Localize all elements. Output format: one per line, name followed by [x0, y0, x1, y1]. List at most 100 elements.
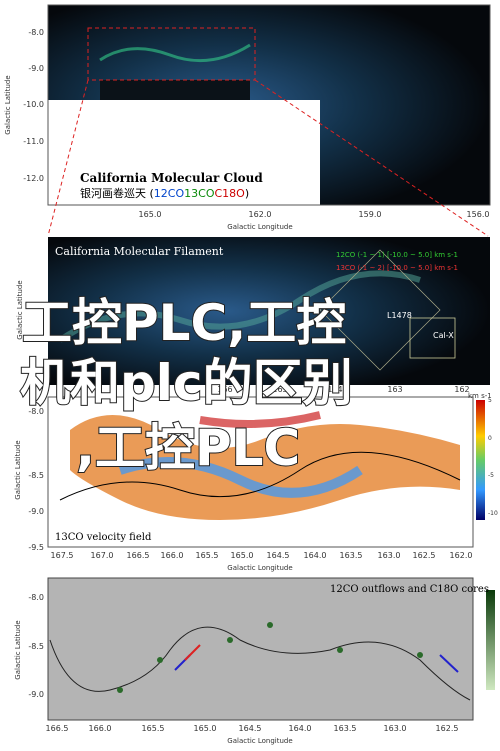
legend: 13CO (-1 ~ 2) [-10.0 ~ 5.0] km s-1: [336, 264, 458, 272]
y-axis-label: Galactic Latitude: [4, 75, 12, 134]
x-tick-label: 163.0: [378, 551, 401, 560]
y-tick-label: -12.0: [23, 174, 44, 183]
x-tick-label: 164.0: [304, 551, 327, 560]
legend: 12CO (-1 ~ 1) [-10.0 ~ 5.0] km s-1: [336, 251, 458, 259]
velocity-map: [199, 411, 321, 428]
frame: [47, 4, 491, 206]
y-axis-label: Galactic Latitude: [14, 620, 22, 679]
subtitle-part: 12CO: [154, 187, 185, 200]
overlay: 工控PLC,工控 机和plc的区别 ,工控PLC: [19, 293, 354, 478]
x-tick-label: 167.0: [91, 551, 114, 560]
panel-2: California Molecular Filament 12CO (-1 ~…: [48, 237, 490, 385]
contour: [59, 451, 461, 501]
image: [100, 80, 250, 100]
zoom-line: [47, 79, 89, 237]
filament: [58, 270, 421, 343]
x-tick-label: 165.0: [194, 724, 217, 733]
zoom-line: [254, 79, 489, 237]
panel-1: California Molecular Cloud 银河画卷巡天 (12CO1…: [47, 4, 491, 237]
x-axis-label: Galactic Longitude: [227, 737, 292, 745]
x-tick-label: 162.5: [436, 724, 459, 733]
x-tick-label: 164.0: [289, 724, 312, 733]
x-axis-label: Galactic Longitude: [227, 223, 292, 231]
y-tick-label: -11.0: [23, 137, 44, 146]
y-tick-label: -8.5: [28, 471, 44, 480]
x-tick-label: 162.0: [249, 210, 272, 219]
colorbar-tick-label: 0: [488, 435, 492, 442]
panel-title: California Molecular Filament: [55, 245, 224, 258]
x-axis-label: Galactic Longitude: [227, 564, 292, 572]
colorbar: [486, 590, 495, 690]
outflow: [184, 644, 201, 661]
x-tick-label: 162: [454, 385, 469, 394]
y-tick-label: -8.0: [28, 593, 44, 602]
velocity-map: [70, 415, 460, 520]
y-tick-label: -10.0: [23, 100, 44, 109]
image: [48, 5, 490, 205]
y-tick-label: -9.5: [28, 543, 44, 552]
filament: [99, 43, 251, 63]
overlay-text: 机和plc的区别: [20, 354, 353, 412]
region-label: Cal-X: [433, 331, 454, 340]
x-tick-label: 164.5: [267, 551, 290, 560]
cores: [117, 622, 423, 693]
x-tick-label: 156.0: [467, 210, 490, 219]
colorbar: [476, 400, 485, 520]
x-tick-label: 162.5: [413, 551, 436, 560]
x-tick-label: 164.5: [239, 724, 262, 733]
panel-3: km s-1 13CO velocity field: [47, 392, 492, 548]
colorbar-tick-label: -10: [488, 510, 498, 517]
x-tick-label: 166.5: [127, 551, 150, 560]
x-tick-label: 165.5: [142, 724, 165, 733]
y-axis-label: Galactic Latitude: [16, 280, 24, 339]
x-tick-label: 163.5: [340, 551, 363, 560]
x-tick-label: 165.5: [196, 551, 219, 560]
x-tick-label: 166.5: [46, 724, 69, 733]
panel-4: 12CO outflows and C18O cores: [47, 577, 495, 721]
subtitle-part: 13CO: [184, 187, 215, 200]
contour: [49, 626, 471, 701]
x-tick-label: 166: [217, 385, 232, 394]
y-tick-label: -9.0: [28, 690, 44, 699]
x-tick-label: 165.0: [139, 210, 162, 219]
y-axis-label: Galactic Latitude: [14, 440, 22, 499]
subtitle-part: 银河画卷巡天 (: [80, 186, 154, 200]
region: [319, 249, 441, 371]
overlay-text: 工控PLC,工控: [22, 294, 346, 352]
x-tick-label: 159.0: [359, 210, 382, 219]
y-tick-label: -8.0: [28, 28, 44, 37]
y-tick-label: -9.0: [28, 507, 44, 516]
panel-title: 13CO velocity field: [55, 532, 152, 543]
x-tick-label: 166.0: [89, 724, 112, 733]
zoom-box: [87, 27, 256, 81]
colorbar-tick-label: 5: [488, 397, 492, 404]
x-tick-label: 163: [387, 385, 402, 394]
colorbar-unit: km s-1: [468, 392, 492, 400]
subtitle-part: ): [245, 187, 249, 200]
x-tick-label: 166.0: [161, 551, 184, 560]
region: [409, 317, 456, 359]
y-tick-label: -8.5: [28, 642, 44, 651]
frame: [47, 577, 474, 721]
velocity-map: [118, 457, 363, 498]
x-tick-label: 165.0: [231, 551, 254, 560]
panel-title: 12CO outflows and C18O cores: [330, 584, 489, 595]
y-tick-label: -8.0: [28, 407, 44, 416]
colorbar-tick-label: -5: [488, 472, 494, 479]
x-tick-label: 164: [327, 385, 342, 394]
axes: -8.0 -9.0 -10.0 -11.0 -12.0 165.0 162.0 159.0 15…: [4, 28, 498, 745]
x-tick-label: 162.0: [450, 551, 473, 560]
y-tick-label: -9.0: [28, 64, 44, 73]
outflow: [439, 654, 459, 673]
subtitle-part: C18O: [214, 187, 245, 200]
x-tick-label: 163.0: [384, 724, 407, 733]
x-tick-label: 165: [272, 385, 287, 394]
panel-title: California Molecular Cloud: [80, 171, 263, 185]
overlay-text: ,工控PLC: [76, 419, 300, 477]
x-tick-label: 163.5: [334, 724, 357, 733]
panel-subtitle: 银河画卷巡天 (12CO13COC18O): [80, 186, 249, 200]
image: [48, 237, 490, 385]
x-tick-label: 167.5: [51, 551, 74, 560]
